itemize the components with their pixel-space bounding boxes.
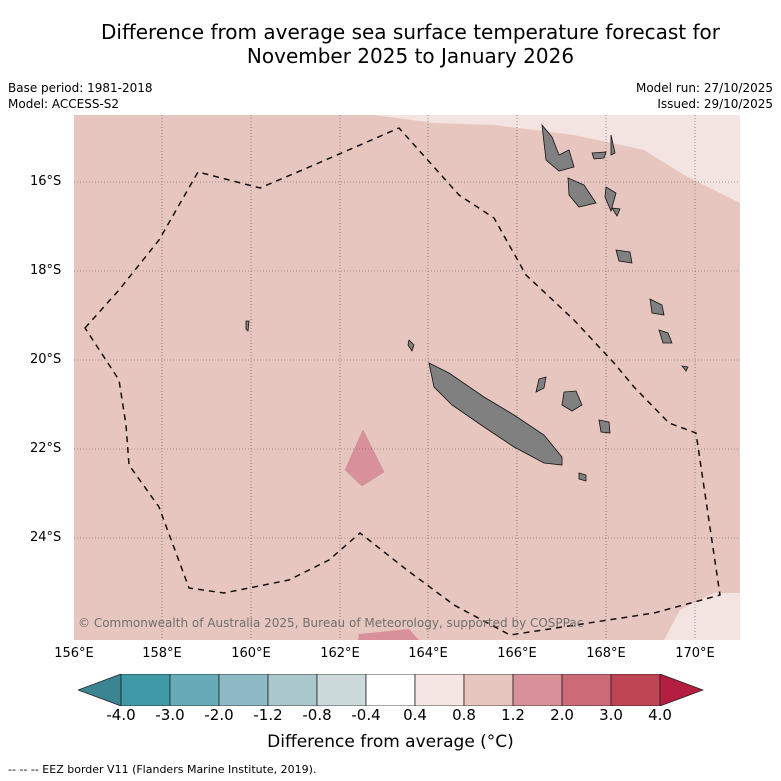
- title-line-1: Difference from average sea surface temp…: [100, 20, 720, 44]
- lat-label-22s: 22°S: [30, 441, 62, 456]
- colorbar-tick-label: -2.0: [204, 706, 234, 724]
- pentecost-island: [604, 186, 617, 213]
- colorbar-tick-label: 4.0: [648, 706, 672, 724]
- colorbar-tick-label: 3.0: [599, 706, 623, 724]
- base-period: Base period: 1981-2018: [8, 81, 153, 95]
- map-svg: [74, 115, 740, 640]
- colorbar-cell: [120, 674, 171, 706]
- meta-left: Base period: 1981-2018 Model: ACCESS-S2: [8, 80, 153, 112]
- title-line-2: November 2025 to January 2026: [246, 44, 575, 68]
- colorbar-cell: [365, 674, 416, 706]
- tanna: [658, 329, 673, 344]
- efate: [615, 249, 633, 264]
- lon-label-156e: 156°E: [54, 646, 94, 661]
- colorbar-cell: [414, 674, 465, 706]
- lon-label-162e: 162°E: [320, 646, 360, 661]
- colorbar-cells: [120, 674, 661, 706]
- aneityum: [681, 365, 689, 372]
- ouvea: [535, 376, 547, 393]
- light-anomaly-zone-south: [664, 593, 740, 640]
- lat-label-24s: 24°S: [30, 530, 62, 545]
- colorbar-tick-label: 1.2: [501, 706, 525, 724]
- chesterfield-islands: [245, 320, 250, 332]
- colorbar-tick-label: -0.4: [351, 706, 381, 724]
- lat-label-16s: 16°S: [30, 174, 62, 189]
- meta-right: Model run: 27/10/2025 Issued: 29/10/2025: [636, 80, 773, 112]
- epi-island: [611, 207, 621, 217]
- warm-anomaly-patch: [344, 429, 385, 487]
- colorbar-tick-label: -4.0: [106, 706, 136, 724]
- colorbar-tick-label: -1.2: [253, 706, 283, 724]
- lon-label-166e: 166°E: [497, 646, 537, 661]
- espiritu-santo: [541, 123, 575, 172]
- landmasses: [245, 123, 689, 482]
- colorbar-tick-label: -3.0: [155, 706, 185, 724]
- colorbar-cell: [561, 674, 612, 706]
- warm-anomaly-patch-south: [358, 629, 419, 640]
- lon-label-158e: 158°E: [142, 646, 182, 661]
- belep-islands: [407, 339, 415, 352]
- malakula: [567, 177, 597, 208]
- eez-border: [84, 127, 721, 636]
- eez-legend-footer: -- -- -- EEZ border V11 (Flanders Marine…: [8, 763, 317, 776]
- lon-label-168e: 168°E: [586, 646, 626, 661]
- colorbar-cell: [169, 674, 220, 706]
- colorbar-cell: [218, 674, 269, 706]
- lat-label-18s: 18°S: [30, 263, 62, 278]
- model-run: Model run: 27/10/2025: [635, 81, 773, 95]
- new-caledonia-grande-terre: [428, 362, 563, 466]
- lifou: [561, 390, 583, 412]
- map-panel: © Commonwealth of Australia 2025, Bureau…: [74, 115, 740, 640]
- colorbar-tick-label: 0.4: [403, 706, 427, 724]
- map-title: Difference from average sea surface temp…: [40, 20, 781, 68]
- model-name: Model: ACCESS-S2: [8, 97, 120, 111]
- ambae-island: [591, 151, 607, 160]
- graticule: [74, 115, 740, 640]
- isle-of-pines: [578, 472, 587, 482]
- colorbar-title: Difference from average (°C): [267, 732, 514, 752]
- lon-label-170e: 170°E: [675, 646, 715, 661]
- colorbar-tick-label: -0.8: [302, 706, 332, 724]
- colorbar-cell: [463, 674, 514, 706]
- colorbar-cell: [316, 674, 367, 706]
- colorbar: [78, 674, 704, 706]
- colorbar-cell: [610, 674, 661, 706]
- mare: [598, 419, 611, 434]
- erromango: [649, 298, 665, 316]
- colorbar-tick-label: 0.8: [452, 706, 476, 724]
- light-anomaly-zone-north: [374, 115, 740, 203]
- maewo-island: [610, 134, 616, 156]
- lon-label-164e: 164°E: [408, 646, 448, 661]
- lon-label-160e: 160°E: [231, 646, 271, 661]
- colorbar-cell: [267, 674, 318, 706]
- lat-label-20s: 20°S: [30, 352, 62, 367]
- issued-date: Issued: 29/10/2025: [657, 97, 773, 111]
- credit-text: © Commonwealth of Australia 2025, Bureau…: [78, 616, 584, 630]
- colorbar-under-arrow: [78, 674, 122, 706]
- colorbar-over-arrow: [659, 674, 704, 706]
- colorbar-tick-label: 2.0: [550, 706, 574, 724]
- colorbar-cell: [512, 674, 563, 706]
